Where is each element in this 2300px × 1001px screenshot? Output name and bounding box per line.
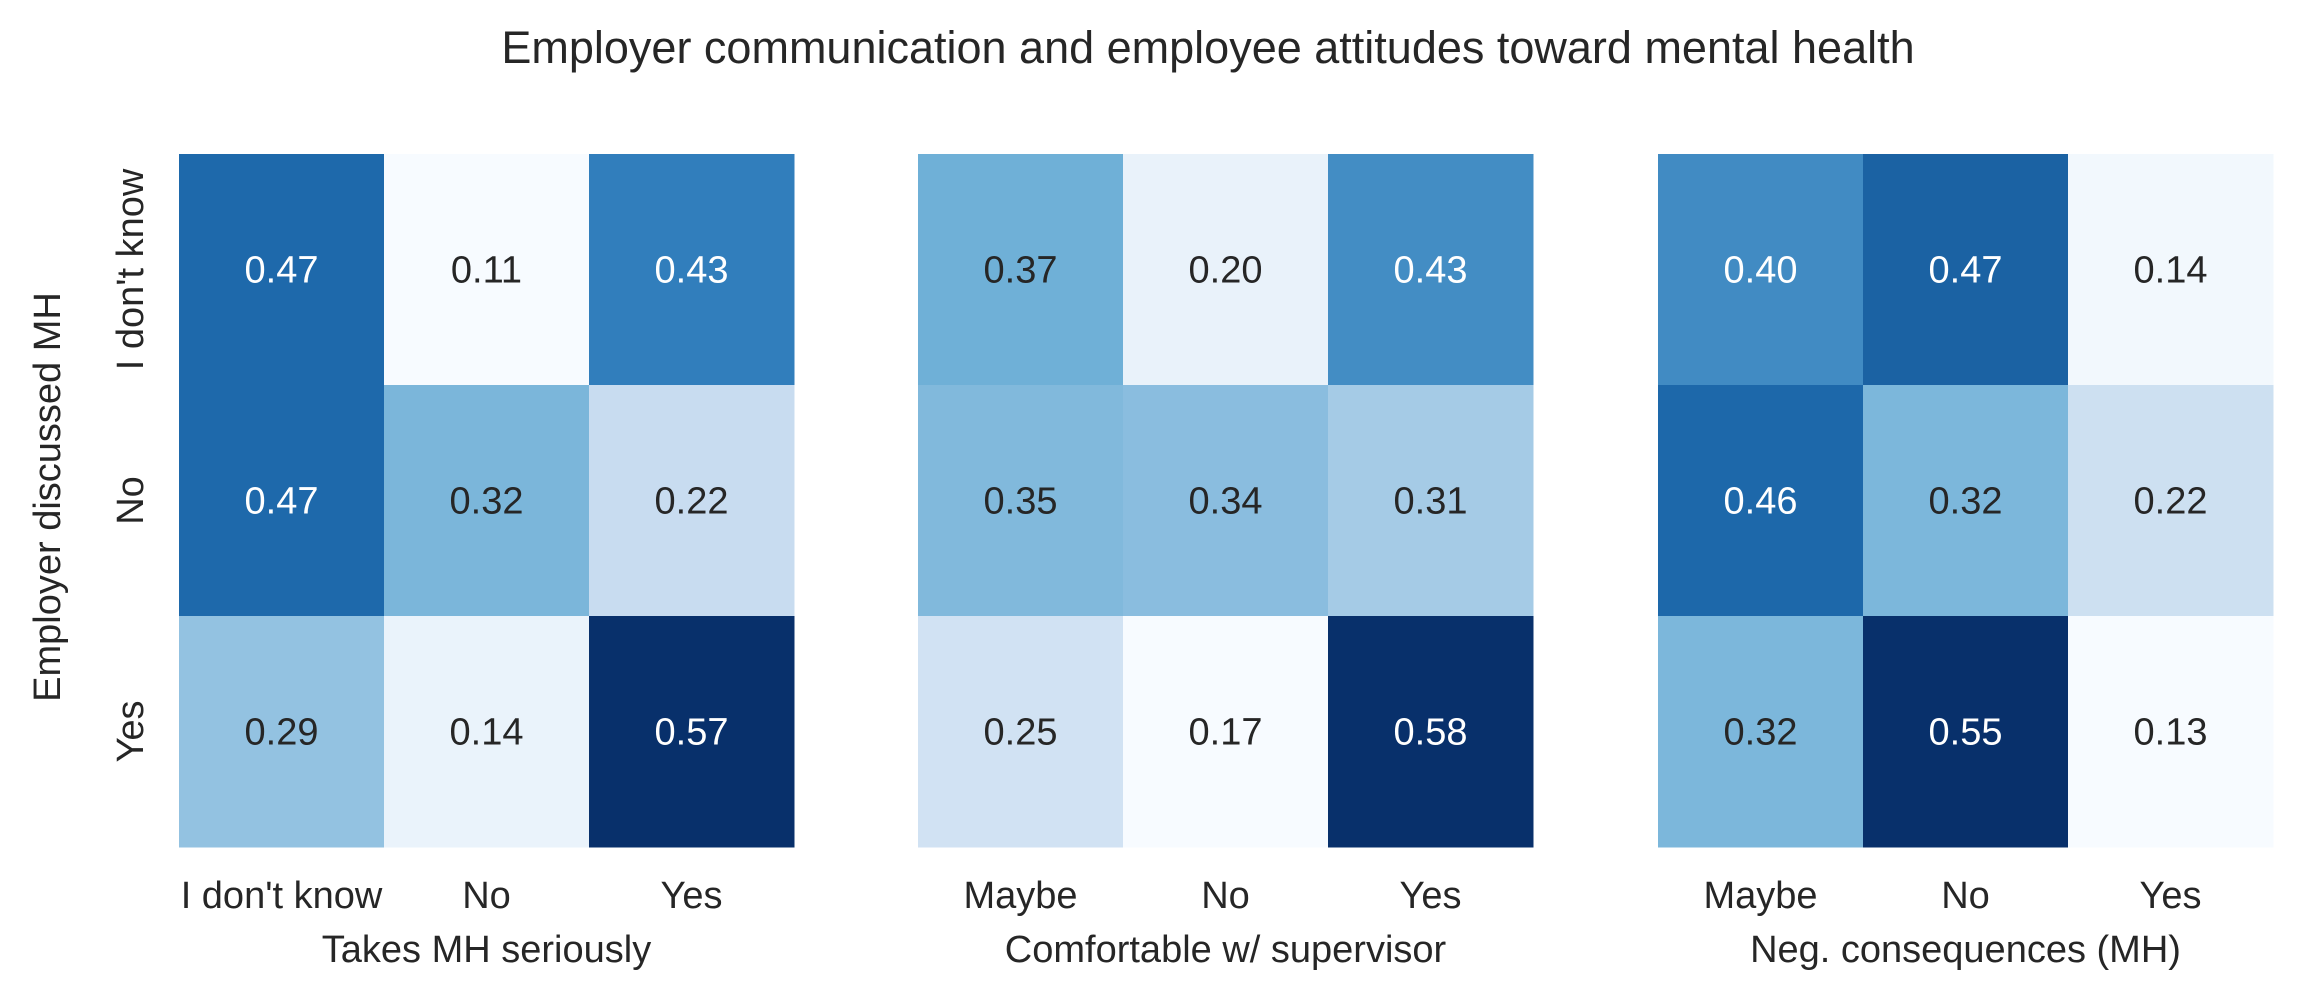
heatmap-cell — [589, 385, 795, 617]
y-tick-label: I don't know — [110, 168, 152, 370]
cell-value-label: 0.47 — [245, 481, 319, 523]
cell-value-label: 0.37 — [984, 250, 1058, 292]
heatmap-cell — [1123, 616, 1329, 848]
heatmap-cell — [1863, 154, 2069, 386]
heatmap-cell — [179, 616, 385, 848]
heatmap-cell — [1123, 385, 1329, 617]
x-tick-label: No — [1201, 875, 1250, 917]
cell-value-label: 0.13 — [2134, 712, 2208, 754]
heatmap-panel-1: 0.47 0.11 0.43 0.47 0.32 0.22 0.29 0.14 0.57 I do… — [179, 154, 795, 971]
x-tick-label: Yes — [661, 875, 723, 917]
cell-value-label: 0.11 — [451, 250, 522, 292]
heatmap-cell — [589, 154, 795, 386]
heatmap-cell — [1123, 154, 1329, 386]
x-axis-label: Takes MH seriously — [322, 929, 651, 971]
heatmap-cell — [589, 616, 795, 848]
heatmap-cell — [1863, 616, 2069, 848]
heatmap-panel-3: 0.40 0.47 0.14 0.46 0.32 0.22 0.32 0.55 0.13 Mayb… — [1658, 154, 2274, 971]
heatmap-cell — [384, 154, 590, 386]
heatmap-cell — [1658, 154, 1864, 386]
cell-value-label: 0.43 — [655, 250, 729, 292]
x-tick-label: Maybe — [1703, 875, 1817, 917]
heatmap-cell — [918, 154, 1124, 386]
heatmap-cell — [1658, 385, 1864, 617]
heatmap-cell — [179, 385, 385, 617]
cell-value-label: 0.43 — [1394, 250, 1468, 292]
cell-value-label: 0.32 — [1724, 712, 1798, 754]
heatmap-cell — [179, 154, 385, 386]
heatmap-cell — [2068, 385, 2274, 617]
cell-value-label: 0.34 — [1189, 481, 1263, 523]
cell-value-label: 0.58 — [1394, 712, 1468, 754]
cell-value-label: 0.46 — [1724, 481, 1798, 523]
cell-value-label: 0.25 — [984, 712, 1058, 754]
heatmap-cell — [1328, 616, 1534, 848]
heatmap-cell — [1328, 154, 1534, 386]
cell-value-label: 0.57 — [655, 712, 729, 754]
y-tick-label: Yes — [110, 701, 152, 763]
x-tick-label: No — [1941, 875, 1990, 917]
heatmap-panels: 0.47 0.11 0.43 0.47 0.32 0.22 0.29 0.14 0.57 I do… — [110, 154, 2274, 971]
cell-value-label: 0.47 — [1929, 250, 2003, 292]
cell-value-label: 0.55 — [1929, 712, 2003, 754]
heatmap-cell — [1328, 385, 1534, 617]
y-tick-label: No — [110, 476, 152, 525]
heatmap-panel-2: 0.37 0.20 0.43 0.35 0.34 0.31 0.25 0.17 0.58 Mayb… — [918, 154, 1534, 971]
cell-value-label: 0.47 — [245, 250, 319, 292]
cell-value-label: 0.17 — [1189, 712, 1263, 754]
heatmap-cell — [1863, 385, 2069, 617]
x-tick-label: I don't know — [181, 875, 383, 917]
x-axis-label: Neg. consequences (MH) — [1750, 929, 2181, 971]
x-axis-label: Comfortable w/ supervisor — [1005, 929, 1447, 971]
heatmap-cell — [2068, 616, 2274, 848]
cell-value-label: 0.20 — [1189, 250, 1263, 292]
cell-value-label: 0.14 — [450, 712, 524, 754]
heatmap-cell — [918, 385, 1124, 617]
x-tick-label: No — [462, 875, 511, 917]
cell-value-label: 0.31 — [1394, 481, 1468, 523]
cell-value-label: 0.35 — [984, 481, 1058, 523]
x-tick-label: Yes — [2140, 875, 2202, 917]
heatmap-cell — [384, 616, 590, 848]
x-tick-label: Maybe — [963, 875, 1077, 917]
y-axis-label: Employer discussed MH — [27, 292, 69, 702]
heatmap-cell — [918, 616, 1124, 848]
heatmap-cell — [1658, 616, 1864, 848]
chart-title: Employer communication and employee atti… — [501, 22, 1914, 73]
heatmap-cell — [384, 385, 590, 617]
cell-value-label: 0.22 — [2134, 481, 2208, 523]
heatmap-cell — [2068, 154, 2274, 386]
cell-value-label: 0.22 — [655, 481, 729, 523]
x-tick-label: Yes — [1400, 875, 1462, 917]
cell-value-label: 0.32 — [450, 481, 524, 523]
cell-value-label: 0.29 — [245, 712, 319, 754]
cell-value-label: 0.32 — [1929, 481, 2003, 523]
cell-value-label: 0.40 — [1724, 250, 1798, 292]
cell-value-label: 0.14 — [2134, 250, 2208, 292]
